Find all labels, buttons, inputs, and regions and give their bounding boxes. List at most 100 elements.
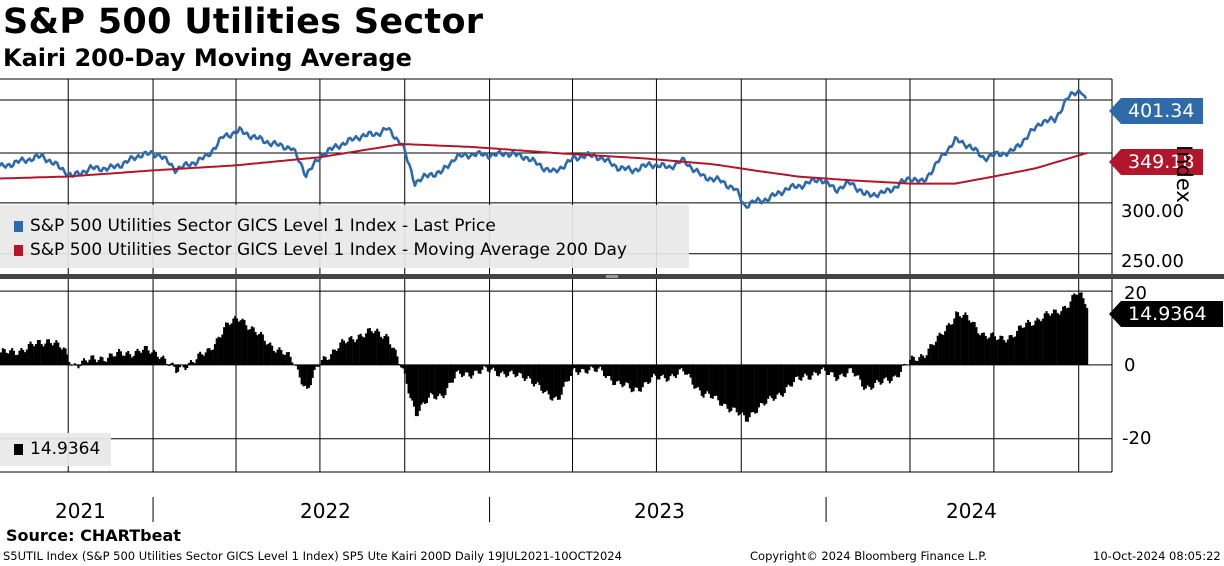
kairi-bar [188, 362, 191, 365]
kairi-bar [625, 364, 628, 383]
kairi-bar [213, 344, 216, 365]
kairi-bar [24, 352, 27, 365]
kairi-bar [409, 364, 412, 399]
kairi-bar [527, 364, 530, 377]
kairi-bar [986, 338, 989, 365]
kairi-bar [379, 336, 382, 365]
kairi-bar [647, 364, 650, 384]
kairi-bar [545, 364, 548, 391]
kairi-bar [521, 364, 524, 379]
kairi-bar [695, 364, 698, 389]
kairi-bar [291, 362, 294, 365]
kairi-last-value-tag: 14.9364 [1109, 301, 1223, 327]
kairi-bar [142, 349, 145, 365]
kairi-bar [532, 364, 535, 387]
kairi-bar [1067, 307, 1070, 365]
kairi-bar [1014, 336, 1017, 365]
kairi-bar [173, 364, 176, 367]
kairi-bar [763, 364, 766, 406]
kairi-bar [868, 364, 871, 387]
kairi-bar [993, 336, 996, 365]
kairi-bar [90, 355, 93, 365]
kairi-bar [684, 364, 687, 375]
kairi-bar [964, 312, 967, 365]
price-last-value-tag: 401.34 [1109, 98, 1203, 124]
kairi-bar [123, 355, 126, 365]
kairi-bar [910, 355, 913, 365]
kairi-bar [372, 333, 375, 365]
kairi-bar [459, 364, 462, 374]
kairi-bar [83, 358, 86, 365]
kairi-bar [427, 364, 430, 398]
kairi-bar [7, 353, 10, 365]
legend-entry-ma: S&P 500 Utilities Sector GICS Level 1 In… [14, 240, 627, 260]
kairi-bar [337, 348, 340, 365]
kairi-bar [55, 340, 58, 365]
kairi-bar [289, 356, 292, 365]
kairi-bar [400, 364, 403, 368]
kairi-bar [864, 364, 867, 389]
kairi-bar [942, 335, 945, 365]
price-series-line [0, 88, 1088, 209]
kairi-bar [752, 364, 755, 412]
kairi-bar [420, 364, 423, 405]
kairi-bar [298, 364, 301, 378]
kairi-bar [520, 364, 523, 374]
kairi-bar [962, 314, 965, 365]
kairi-bar [1065, 308, 1068, 365]
kairi-bar [403, 364, 406, 374]
kairi-bar [18, 350, 21, 365]
kairi-bar [92, 355, 95, 365]
kairi-bar [1076, 294, 1079, 365]
kairi-bar [999, 335, 1002, 365]
kairi-bar [212, 349, 215, 365]
kairi-bar [234, 316, 237, 365]
kairi-bar [248, 329, 251, 365]
kairi-bar [295, 364, 298, 366]
kairi-bar [357, 334, 360, 365]
kairi-bar [1032, 325, 1035, 365]
kairi-bar [116, 351, 119, 365]
kairi-bar [1028, 322, 1031, 365]
kairi-bar [66, 354, 69, 365]
kairi-bar [802, 364, 805, 378]
kairi-bar [339, 342, 342, 365]
kairi-bar [767, 364, 770, 399]
kairi-bar [835, 364, 838, 381]
kairi-bar [129, 354, 132, 365]
kairi-bar [719, 364, 722, 406]
kairi-bar [604, 364, 607, 378]
kairi-bar [1056, 312, 1059, 365]
kairi-bar [282, 354, 285, 365]
kairi-bar [791, 364, 794, 387]
kairi-bar [376, 328, 379, 365]
kairi-bar [189, 360, 192, 365]
kairi-bar [359, 333, 362, 365]
legend-swatch-ma [14, 244, 23, 256]
kairi-bar [700, 364, 703, 396]
kairi-bar [936, 335, 939, 365]
kairi-bar [106, 357, 109, 365]
kairi-bar [914, 360, 917, 365]
kairi-bar [704, 364, 707, 394]
kairi-bar [121, 355, 124, 365]
kairi-bar [669, 364, 672, 377]
kairi-bar [425, 364, 428, 403]
kairi-bar [744, 364, 747, 422]
y-tick-300: 300.00 [1121, 201, 1184, 222]
kairi-bar [20, 348, 23, 365]
kairi-bar [713, 364, 716, 396]
kairi-bar [674, 364, 677, 378]
kairi-bar [60, 349, 63, 365]
kairi-bar [689, 364, 692, 378]
kairi-bar [708, 364, 711, 394]
kairi-bar [503, 364, 506, 375]
kairi-bar [933, 345, 936, 365]
kairi-bar [335, 351, 338, 365]
kairi-bar [429, 364, 432, 393]
kairi-bar [261, 334, 264, 365]
kairi-bar [497, 364, 500, 377]
kairi-bar [300, 364, 303, 385]
kairi-bar [523, 364, 526, 381]
lower-legend: 14.9364 [0, 433, 111, 466]
